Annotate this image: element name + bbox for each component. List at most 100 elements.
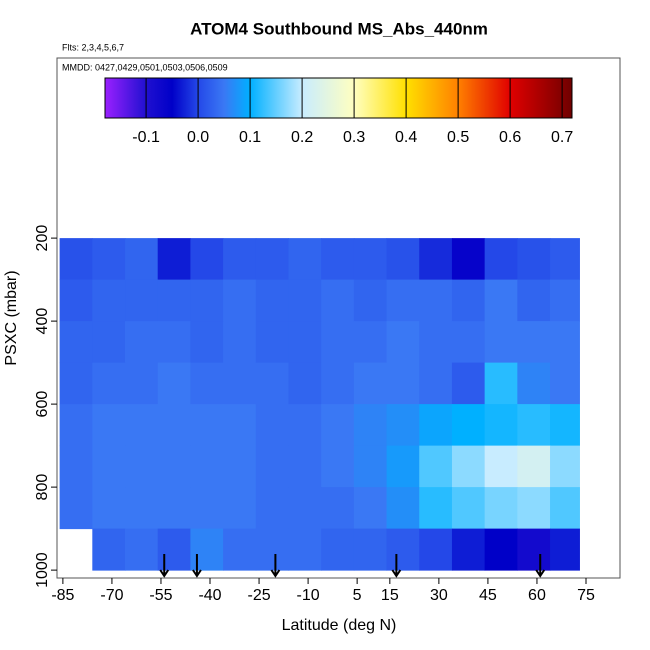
heat-cell bbox=[288, 487, 322, 530]
heat-cell bbox=[157, 445, 191, 488]
heat-cell bbox=[288, 528, 322, 571]
x-tick-label: -10 bbox=[297, 587, 320, 604]
heat-cell bbox=[419, 279, 453, 322]
flight-arrow bbox=[159, 554, 170, 578]
heat-cell bbox=[125, 404, 159, 447]
heat-cell bbox=[353, 528, 388, 571]
heat-cell bbox=[419, 362, 453, 405]
heat-cell bbox=[92, 445, 126, 488]
chart-title: ATOM4 Southbound MS_Abs_440nm bbox=[190, 19, 488, 38]
heat-cell bbox=[386, 487, 420, 530]
heat-cell bbox=[255, 404, 289, 447]
heat-cell bbox=[125, 445, 159, 488]
x-tick-label: -85 bbox=[51, 587, 74, 604]
heat-cell bbox=[125, 279, 159, 322]
heat-cell bbox=[353, 404, 388, 447]
heat-cell bbox=[125, 321, 159, 364]
heat-cell bbox=[550, 362, 580, 405]
heat-cell bbox=[353, 487, 388, 530]
heat-cell bbox=[288, 404, 322, 447]
heat-cell bbox=[157, 487, 191, 530]
heat-cell bbox=[190, 487, 224, 530]
colorbar bbox=[104, 77, 573, 119]
heat-cell bbox=[386, 404, 420, 447]
heat-cell bbox=[550, 487, 580, 530]
colorbar-tick-label: 0.7 bbox=[551, 129, 573, 146]
heat-cell bbox=[255, 321, 289, 364]
heat-cell bbox=[321, 487, 355, 530]
x-tick-label: 45 bbox=[479, 587, 497, 604]
heat-cell bbox=[451, 404, 486, 447]
heat-cell bbox=[190, 528, 224, 571]
heat-cell bbox=[386, 321, 420, 364]
colorbar-tick-label: 0.1 bbox=[239, 129, 261, 146]
heat-cell bbox=[92, 528, 126, 571]
heat-cell bbox=[92, 279, 126, 322]
heat-cell bbox=[353, 238, 388, 281]
y-tick-label: 800 bbox=[34, 474, 51, 501]
heat-cell bbox=[321, 362, 355, 405]
heat-cell bbox=[419, 321, 453, 364]
heat-cell bbox=[321, 528, 355, 571]
heat-cell bbox=[484, 238, 518, 281]
x-tick-label: -70 bbox=[100, 587, 123, 604]
heat-cell bbox=[125, 487, 159, 530]
heat-cell bbox=[484, 321, 518, 364]
heat-cell bbox=[517, 362, 551, 405]
heat-cell bbox=[484, 445, 518, 488]
heat-cell bbox=[255, 487, 289, 530]
heat-cell bbox=[386, 362, 420, 405]
heat-cell bbox=[190, 279, 224, 322]
x-tick-label: 30 bbox=[430, 587, 448, 604]
heat-cell bbox=[353, 362, 388, 405]
heat-cell bbox=[386, 238, 420, 281]
heat-cell bbox=[255, 528, 289, 571]
heat-cell bbox=[419, 238, 453, 281]
heat-cell bbox=[92, 487, 126, 530]
colorbar-tick-label: -0.1 bbox=[132, 129, 160, 146]
heat-cell bbox=[386, 528, 420, 571]
heat-cell bbox=[419, 445, 453, 488]
colorbar-tick-label: 0.5 bbox=[447, 129, 469, 146]
annotation: MMDD: 0427,0429,0501,0503,0506,0509 bbox=[62, 62, 228, 72]
heat-cell bbox=[517, 238, 551, 281]
heat-cell bbox=[223, 238, 257, 281]
y-tick-label: 400 bbox=[34, 308, 51, 335]
heat-cell bbox=[550, 321, 580, 364]
x-tick-label: -55 bbox=[149, 587, 172, 604]
heat-cell bbox=[59, 321, 93, 364]
heat-cell bbox=[451, 487, 486, 530]
heat-cell bbox=[255, 445, 289, 488]
heat-cell bbox=[517, 487, 551, 530]
colorbar-tick-label: 0.4 bbox=[395, 129, 417, 146]
heat-cell bbox=[386, 279, 420, 322]
heat-cell bbox=[517, 279, 551, 322]
heat-cell bbox=[157, 362, 191, 405]
heat-cell bbox=[223, 528, 257, 571]
heat-cell bbox=[125, 528, 159, 571]
heat-cell bbox=[223, 487, 257, 530]
flight-arrow bbox=[192, 554, 202, 578]
heat-cell bbox=[157, 528, 191, 571]
x-tick-label: -40 bbox=[198, 587, 221, 604]
y-axis-label: PSXC (mbar) bbox=[3, 270, 20, 365]
heat-cell bbox=[451, 321, 486, 364]
heat-cell bbox=[419, 404, 453, 447]
heat-cell bbox=[451, 362, 486, 405]
heat-cell bbox=[321, 445, 355, 488]
heat-cell bbox=[223, 321, 257, 364]
heat-cell bbox=[517, 404, 551, 447]
heat-cell bbox=[255, 238, 289, 281]
heat-cell bbox=[353, 279, 388, 322]
heat-cell bbox=[550, 238, 580, 281]
heat-cell bbox=[321, 404, 355, 447]
heat-cell bbox=[321, 238, 355, 281]
heat-cell bbox=[92, 238, 126, 281]
heat-cell bbox=[59, 238, 93, 281]
y-tick-label: 200 bbox=[34, 225, 51, 252]
y-tick-label: 600 bbox=[34, 391, 51, 418]
heat-cell bbox=[59, 362, 93, 405]
heat-cell bbox=[255, 362, 289, 405]
heat-cell bbox=[484, 528, 518, 571]
